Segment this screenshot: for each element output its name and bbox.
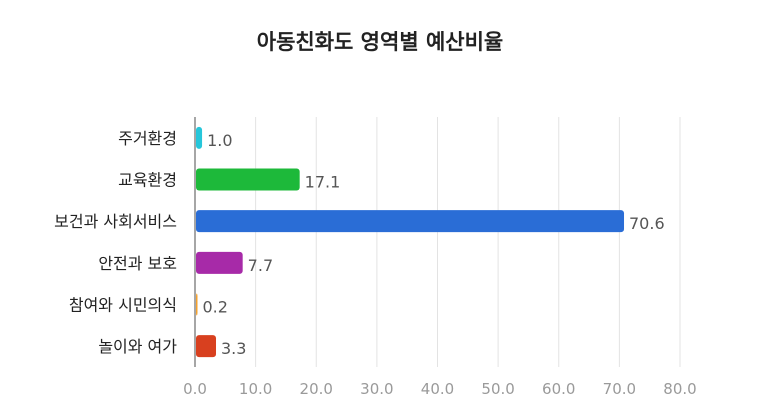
category-label: 참여와 시민의식 <box>69 296 177 315</box>
chart-title: 아동친화도 영역별 예산비율 <box>256 30 504 54</box>
bar <box>196 251 243 274</box>
category-label: 보건과 사회서비스 <box>54 212 177 231</box>
data-label: 7.7 <box>248 256 273 275</box>
category-label: 놀이와 여가 <box>98 337 177 356</box>
bar <box>196 210 625 233</box>
data-label: 0.2 <box>203 298 228 317</box>
x-tick-label: 40.0 <box>421 380 454 398</box>
data-label: 1.0 <box>207 131 232 150</box>
category-label: 주거환경 <box>118 129 177 148</box>
bar <box>196 335 217 358</box>
data-label: 70.6 <box>629 214 665 233</box>
data-label: 3.3 <box>221 339 246 358</box>
x-tick-label: 30.0 <box>360 380 393 398</box>
category-label: 안전과 보호 <box>98 254 177 273</box>
x-tick-label: 70.0 <box>603 380 636 398</box>
bar <box>196 293 198 316</box>
bar <box>196 168 300 191</box>
x-tick-label: 20.0 <box>300 380 333 398</box>
category-label: 교육환경 <box>118 171 177 190</box>
x-tick-label: 0.0 <box>183 380 207 398</box>
x-tick-label: 50.0 <box>481 380 514 398</box>
x-tick-label: 10.0 <box>239 380 272 398</box>
x-tick-label: 80.0 <box>663 380 696 398</box>
bar <box>196 126 203 149</box>
data-label: 17.1 <box>305 173 341 192</box>
x-tick-label: 60.0 <box>542 380 575 398</box>
